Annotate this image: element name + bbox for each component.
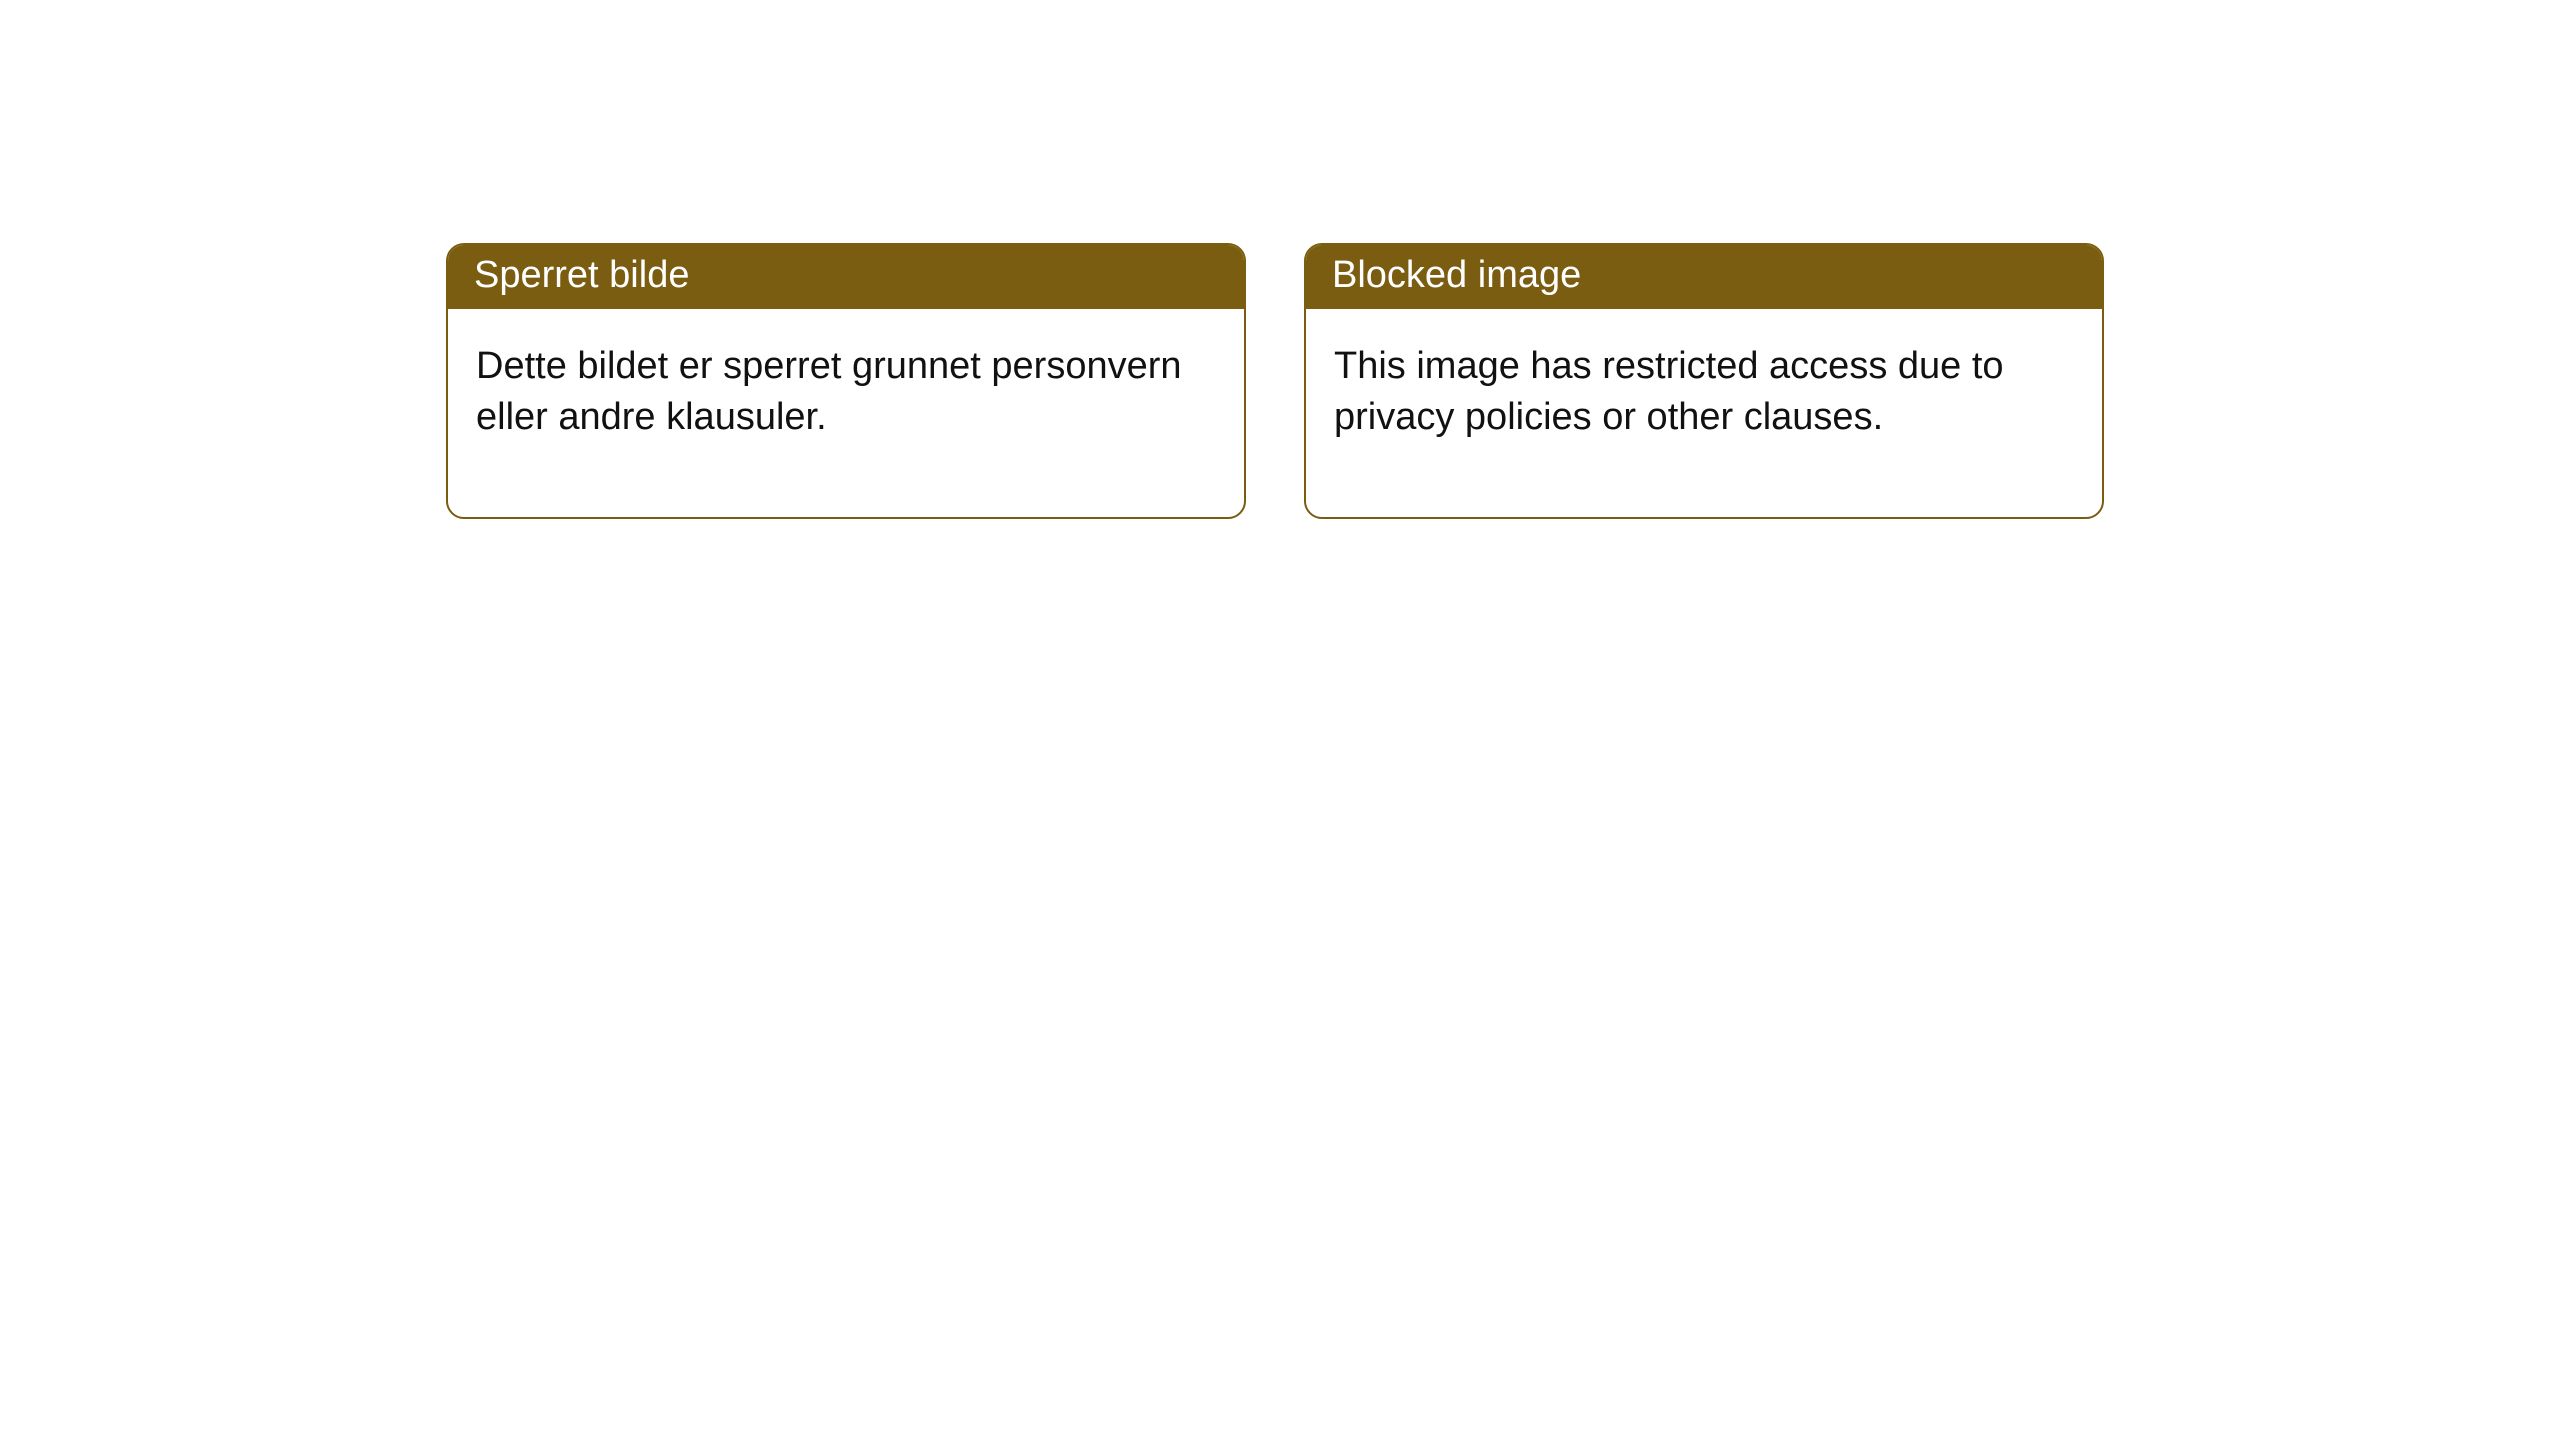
notice-body: Dette bildet er sperret grunnet personve… — [448, 309, 1244, 518]
notice-card-norwegian: Sperret bilde Dette bildet er sperret gr… — [446, 243, 1246, 519]
notice-card-english: Blocked image This image has restricted … — [1304, 243, 2104, 519]
notice-body: This image has restricted access due to … — [1306, 309, 2102, 518]
notice-title: Sperret bilde — [448, 245, 1244, 309]
notice-container: Sperret bilde Dette bildet er sperret gr… — [0, 0, 2560, 519]
notice-title: Blocked image — [1306, 245, 2102, 309]
